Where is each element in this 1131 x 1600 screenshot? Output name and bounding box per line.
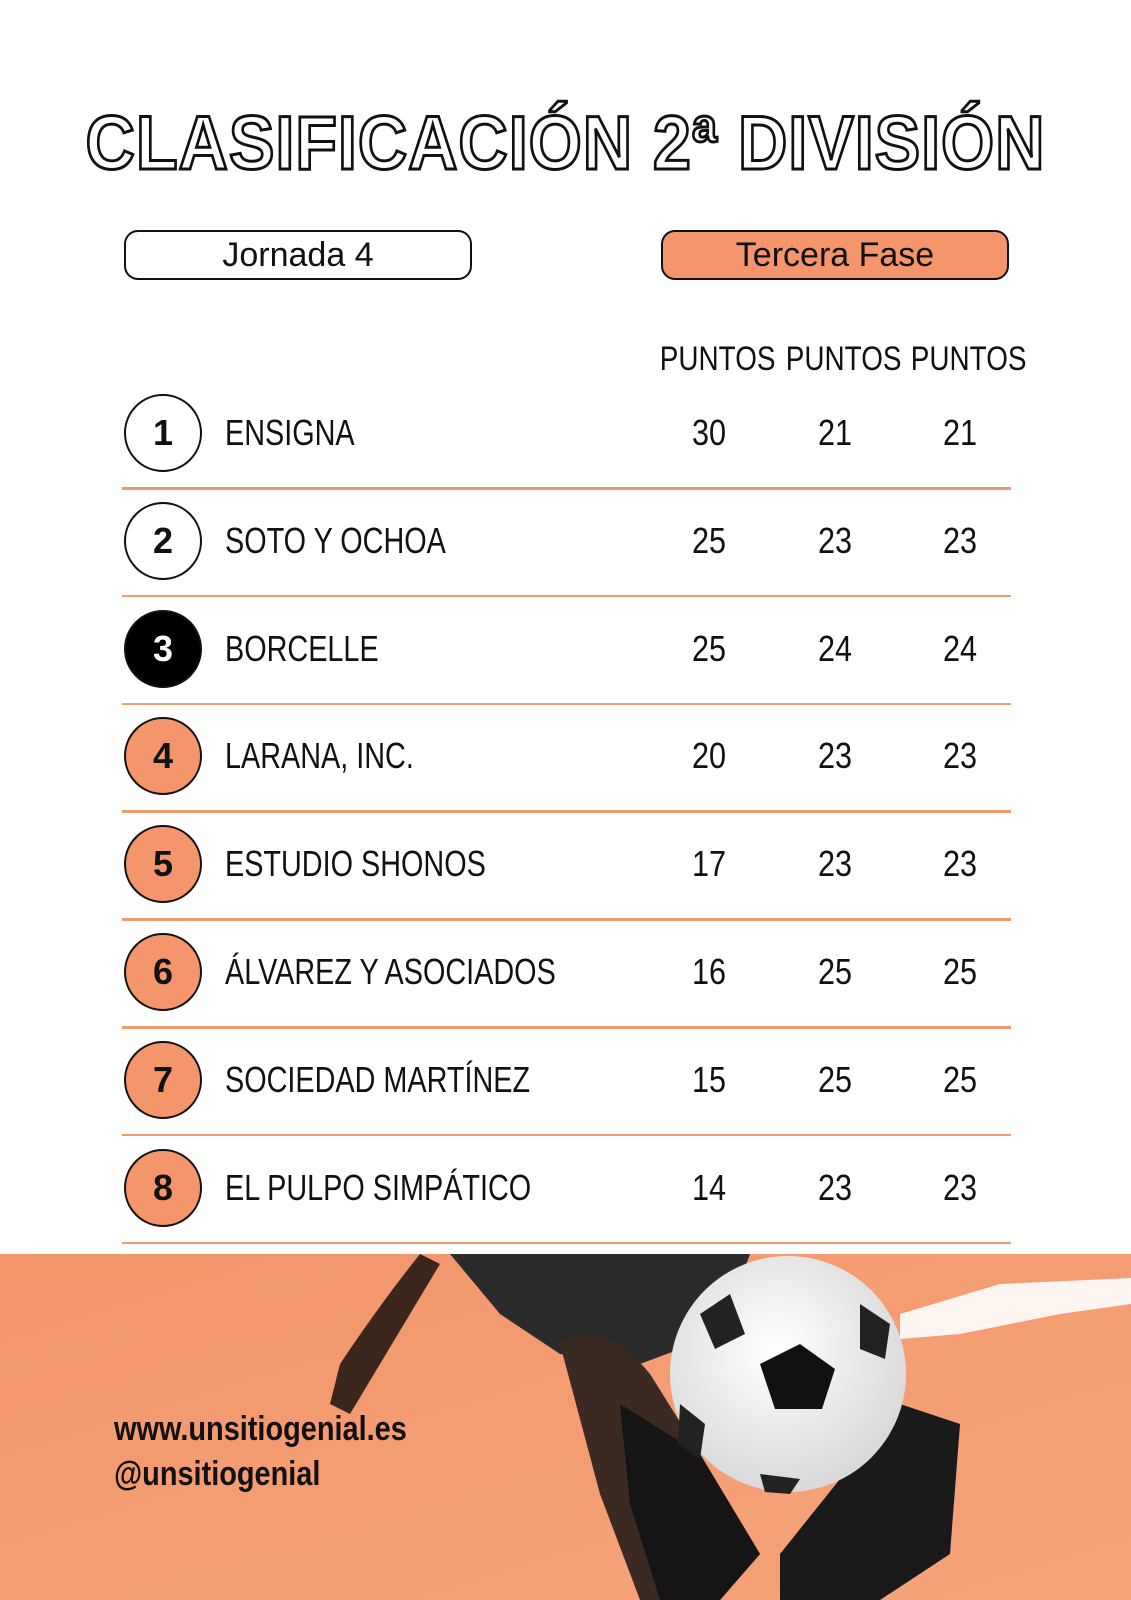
points-cell: 15 xyxy=(691,1058,727,1100)
team-name: LARANA, INC. xyxy=(225,735,414,777)
handle: @unsitiogenial xyxy=(114,1455,321,1493)
column-header: PUNTOS xyxy=(659,340,776,378)
points-cell: 23 xyxy=(942,843,978,885)
team-name: ESTUDIO SHONOS xyxy=(225,843,486,885)
points-cell: 23 xyxy=(942,735,978,777)
points-cell: 16 xyxy=(691,951,727,992)
points-cell: 25 xyxy=(691,627,727,669)
points-cell: 23 xyxy=(817,843,853,885)
team-name: ÁLVAREZ Y ASOCIADOS xyxy=(225,951,556,992)
website: www.unsitiogenial.es xyxy=(114,1410,407,1448)
row-divider xyxy=(122,810,1011,813)
points-cell: 25 xyxy=(817,1058,853,1100)
row-divider xyxy=(122,594,1011,598)
row-divider xyxy=(122,487,1011,490)
rank-badge: 5 xyxy=(124,825,202,904)
points-cell: 23 xyxy=(942,1166,978,1208)
points-cell: 30 xyxy=(691,412,727,453)
round-badge: Jornada 4 xyxy=(124,230,472,280)
points-cell: 21 xyxy=(942,412,978,453)
points-cell: 25 xyxy=(942,1058,978,1100)
points-cell: 24 xyxy=(942,627,978,669)
row-divider xyxy=(122,1241,1011,1245)
column-header: PUNTOS xyxy=(785,340,902,378)
team-name: ENSIGNA xyxy=(225,412,355,453)
rank-badge: 7 xyxy=(124,1040,202,1119)
points-cell: 25 xyxy=(691,519,727,561)
title: CLASIFICACIÓN 2ª DIVISIÓN xyxy=(84,100,1046,188)
points-cell: 20 xyxy=(691,735,727,777)
rank-badge: 4 xyxy=(124,717,202,796)
points-cell: 14 xyxy=(691,1166,727,1208)
rank-badge: 6 xyxy=(124,933,202,1011)
points-cell: 23 xyxy=(817,735,853,777)
row-divider xyxy=(122,1026,1011,1029)
footer-photo xyxy=(0,1254,1131,1600)
row-divider xyxy=(122,702,1011,706)
points-cell: 17 xyxy=(691,843,727,885)
points-cell: 25 xyxy=(942,951,978,992)
points-cell: 23 xyxy=(817,1166,853,1208)
points-cell: 23 xyxy=(942,519,978,561)
team-name: EL PULPO SIMPÁTICO xyxy=(225,1166,532,1208)
team-name: SOCIEDAD MARTÍNEZ xyxy=(225,1058,531,1100)
row-divider xyxy=(122,1133,1011,1137)
phase-badge: Tercera Fase xyxy=(661,230,1009,280)
team-name: BORCELLE xyxy=(225,627,379,669)
row-divider xyxy=(122,918,1011,921)
column-header: PUNTOS xyxy=(910,340,1027,378)
points-cell: 23 xyxy=(817,519,853,561)
rank-badge: 3 xyxy=(124,609,202,688)
team-name: SOTO Y OCHOA xyxy=(225,519,446,561)
rank-badge: 1 xyxy=(124,394,202,472)
rank-badge: 2 xyxy=(124,501,202,580)
points-cell: 24 xyxy=(817,627,853,669)
rank-badge: 8 xyxy=(124,1148,202,1227)
points-cell: 25 xyxy=(817,951,853,992)
points-cell: 21 xyxy=(817,412,853,453)
